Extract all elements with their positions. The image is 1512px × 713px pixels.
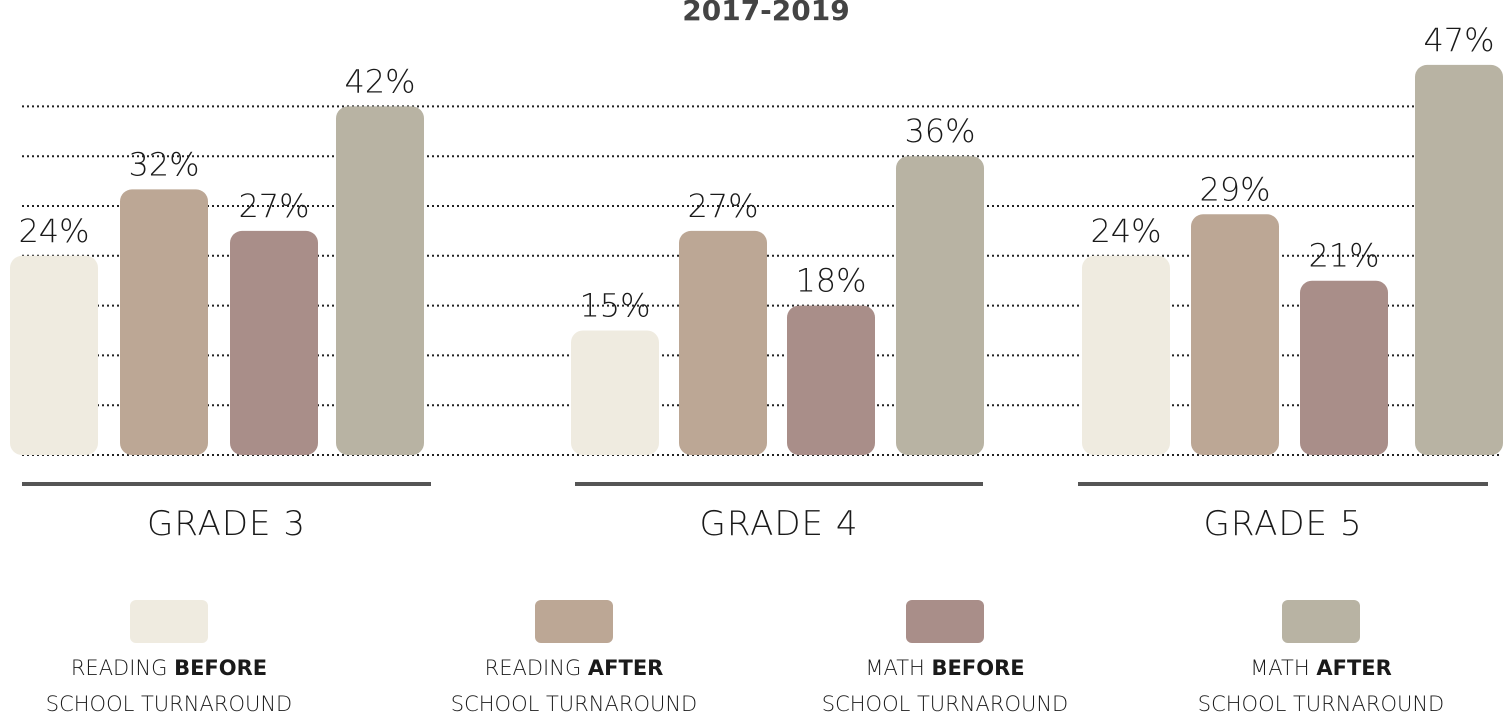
bar (1191, 214, 1279, 455)
value-label: 27% (687, 187, 758, 225)
legend-label: READING BEFORE SCHOOL TURNAROUND (46, 656, 292, 713)
bar (679, 230, 767, 455)
value-label: 36% (904, 112, 975, 150)
legend-swatch (1282, 600, 1360, 643)
x-tick-label: GRADE 5 (1204, 504, 1363, 544)
bar (787, 305, 875, 455)
bar (120, 189, 208, 455)
legend-swatch (130, 600, 208, 643)
bar (10, 255, 98, 455)
value-label: 32% (128, 145, 199, 183)
bar (1300, 280, 1388, 455)
legend-swatch (906, 600, 984, 643)
legend-line: SCHOOL TURNAROUND (1198, 692, 1444, 713)
value-label: 29% (1199, 170, 1270, 208)
legend-label: MATH AFTER SCHOOL TURNAROUND (1198, 656, 1444, 713)
legend-line: SCHOOL TURNAROUND (822, 692, 1068, 713)
legend-line: MATH BEFORE (865, 656, 1024, 680)
bar (336, 106, 424, 456)
legend-emphasis: BEFORE (932, 656, 1025, 680)
value-label: 24% (18, 212, 89, 250)
legend-line: READING AFTER (485, 656, 664, 680)
legend-label: READING AFTER SCHOOL TURNAROUND (451, 656, 697, 713)
bar (1415, 64, 1503, 456)
bar (230, 230, 318, 455)
legend-line: MATH AFTER (1250, 656, 1392, 680)
legend-swatch (535, 600, 613, 643)
value-label: 15% (579, 287, 650, 325)
value-label: 18% (795, 262, 866, 300)
bar (896, 156, 984, 455)
legend-label: MATH BEFORE SCHOOL TURNAROUND (822, 656, 1068, 713)
value-label: 21% (1308, 237, 1379, 275)
legend-line: SCHOOL TURNAROUND (46, 692, 292, 713)
legend-line: READING BEFORE (71, 656, 267, 680)
value-label: 47% (1423, 21, 1494, 59)
value-label: 27% (238, 187, 309, 225)
chart-title: 2017-2019 (682, 0, 849, 27)
legend-emphasis: BEFORE (174, 656, 267, 680)
value-label: 24% (1090, 212, 1161, 250)
bar (1082, 255, 1170, 455)
legend-emphasis: AFTER (588, 656, 663, 680)
legend-line: SCHOOL TURNAROUND (451, 692, 697, 713)
x-tick-label: GRADE 4 (700, 504, 859, 544)
legend-emphasis: AFTER (1316, 656, 1391, 680)
bar (571, 330, 659, 455)
bars: 24% 32% 27% 42% GRADE 3 15% 27% 18% 36% GRADE 4 24… (10, 21, 1503, 544)
value-label: 42% (344, 62, 415, 100)
x-tick-label: GRADE 3 (147, 504, 306, 544)
